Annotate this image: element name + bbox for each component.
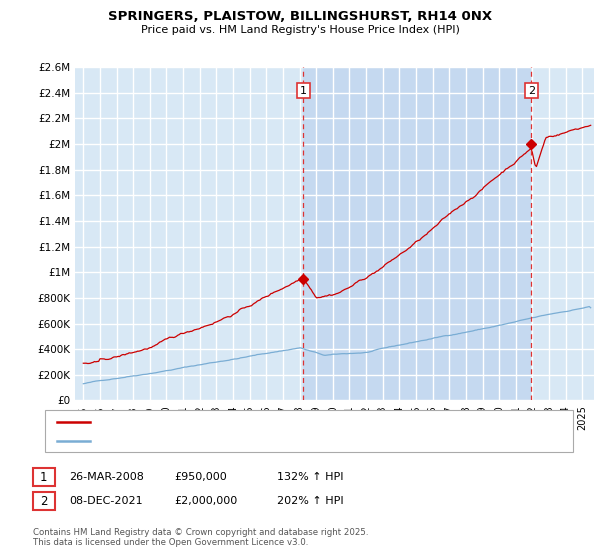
Text: Contains HM Land Registry data © Crown copyright and database right 2025.
This d: Contains HM Land Registry data © Crown c…	[33, 528, 368, 547]
Text: £950,000: £950,000	[175, 472, 227, 482]
Text: £2,000,000: £2,000,000	[175, 496, 238, 506]
Text: 2: 2	[528, 86, 535, 96]
Text: 1: 1	[40, 470, 47, 484]
Text: 132% ↑ HPI: 132% ↑ HPI	[277, 472, 343, 482]
Text: Price paid vs. HM Land Registry's House Price Index (HPI): Price paid vs. HM Land Registry's House …	[140, 25, 460, 35]
Bar	[304, 67, 531, 400]
Text: 26-MAR-2008: 26-MAR-2008	[70, 472, 145, 482]
Text: SPRINGERS, PLAISTOW, BILLINGSHURST, RH14 0NX (detached house): SPRINGERS, PLAISTOW, BILLINGSHURST, RH14…	[96, 417, 459, 427]
Text: 202% ↑ HPI: 202% ↑ HPI	[277, 496, 343, 506]
Text: 2: 2	[40, 494, 47, 508]
Text: HPI: Average price, detached house, Chichester: HPI: Average price, detached house, Chic…	[96, 436, 345, 446]
Text: SPRINGERS, PLAISTOW, BILLINGSHURST, RH14 0NX: SPRINGERS, PLAISTOW, BILLINGSHURST, RH14…	[108, 10, 492, 23]
Text: 08-DEC-2021: 08-DEC-2021	[70, 496, 143, 506]
Text: 1: 1	[300, 86, 307, 96]
